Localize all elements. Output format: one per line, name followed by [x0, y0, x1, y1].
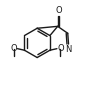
- Text: O: O: [10, 44, 17, 53]
- Text: N: N: [65, 45, 71, 54]
- Text: O: O: [58, 44, 64, 53]
- Text: O: O: [55, 6, 62, 15]
